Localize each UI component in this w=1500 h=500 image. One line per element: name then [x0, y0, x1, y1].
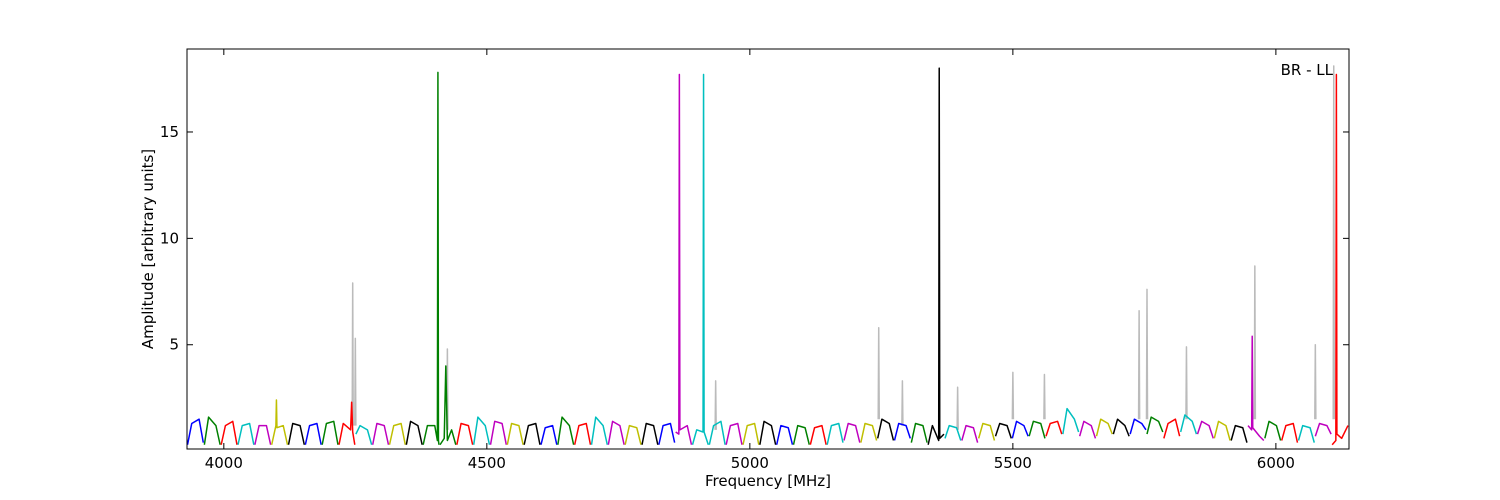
spectrum-line	[203, 71, 1282, 446]
y-tick-label: 10	[160, 229, 179, 247]
spectrum-line	[220, 73, 1349, 446]
annotation: BR - LL	[1281, 61, 1334, 79]
y-tick-label: 15	[160, 123, 179, 141]
x-tick-label: 6000	[1257, 454, 1295, 472]
x-tick-label: 5000	[731, 454, 769, 472]
spectrum-line	[351, 65, 1336, 430]
y-tick-label: 5	[169, 336, 179, 354]
y-axis-label: Amplitude [arbitrary units]	[139, 149, 157, 349]
spectrum-line	[237, 73, 1316, 445]
spectrum-line	[187, 418, 1147, 445]
plot-lines	[187, 65, 1349, 446]
x-axis-label: Frequency [MHz]	[705, 472, 831, 490]
spectrum-line	[270, 399, 1231, 445]
x-tick-label: 4000	[205, 454, 243, 472]
spectrum-line	[254, 73, 1332, 445]
x-tick-label: 4500	[468, 454, 506, 472]
spectrum-line	[287, 67, 1248, 445]
x-tick-label: 5500	[994, 454, 1032, 472]
plot-frame	[186, 48, 1350, 450]
